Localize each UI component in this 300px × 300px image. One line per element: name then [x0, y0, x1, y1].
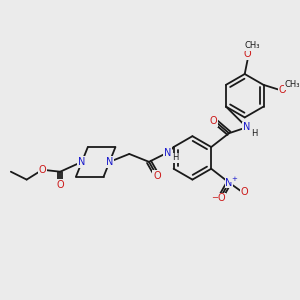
- Text: O: O: [241, 188, 249, 197]
- Text: N: N: [225, 178, 233, 188]
- Text: CH₃: CH₃: [245, 41, 260, 50]
- Text: O: O: [278, 85, 286, 95]
- Text: O: O: [244, 49, 251, 59]
- Text: N: N: [243, 122, 250, 132]
- Text: O: O: [209, 116, 217, 126]
- Text: +: +: [231, 176, 237, 182]
- Text: N: N: [106, 157, 113, 167]
- Text: O: O: [153, 171, 161, 181]
- Text: O: O: [217, 194, 225, 203]
- Text: O: O: [39, 165, 46, 175]
- Text: N: N: [78, 157, 85, 167]
- Text: H: H: [251, 129, 258, 138]
- Text: N: N: [164, 148, 171, 158]
- Text: H: H: [172, 153, 179, 162]
- Text: −: −: [211, 193, 218, 202]
- Text: CH₃: CH₃: [284, 80, 300, 89]
- Text: O: O: [56, 179, 64, 190]
